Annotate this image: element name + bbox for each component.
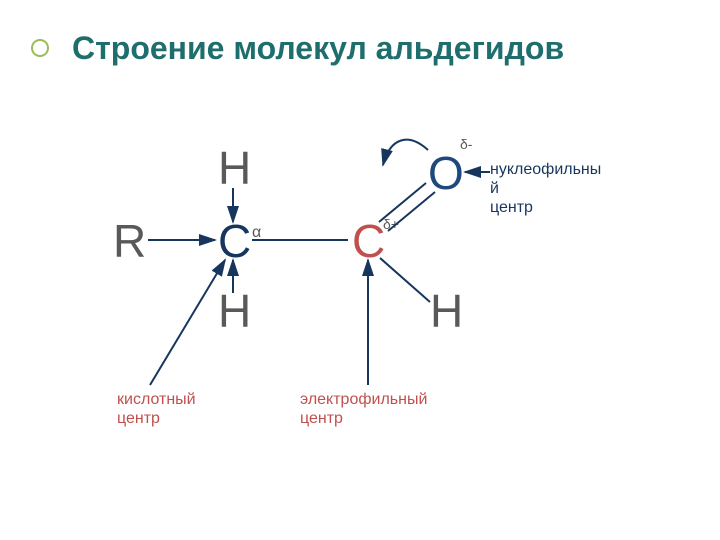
page-title: Строение молекул альдегидов <box>72 30 564 67</box>
label-nucleophilic-center: нуклеофильны й центр <box>490 160 601 218</box>
atom-H-top: H <box>218 145 251 191</box>
bond-C2-H3 <box>380 258 430 302</box>
atom-R: R <box>113 218 146 264</box>
atom-H-bottom: H <box>218 288 251 334</box>
label-electrophilic-center: электрофильный центр <box>300 390 427 428</box>
structure-svg <box>0 0 720 540</box>
atom-O: O <box>428 150 464 196</box>
atom-H-aldehyde: H <box>430 288 463 334</box>
atom-C-carbonyl: C <box>352 218 385 264</box>
arrow-O-to-C2 <box>383 140 428 165</box>
label-alpha: α <box>252 223 261 242</box>
arrow-acid <box>150 260 225 385</box>
title-bullet <box>31 39 49 57</box>
label-acid-center: кислотный центр <box>117 390 196 428</box>
label-delta-plus: δ+ <box>383 216 399 233</box>
atom-C-alpha: C <box>218 218 251 264</box>
label-delta-minus: δ- <box>460 136 472 153</box>
